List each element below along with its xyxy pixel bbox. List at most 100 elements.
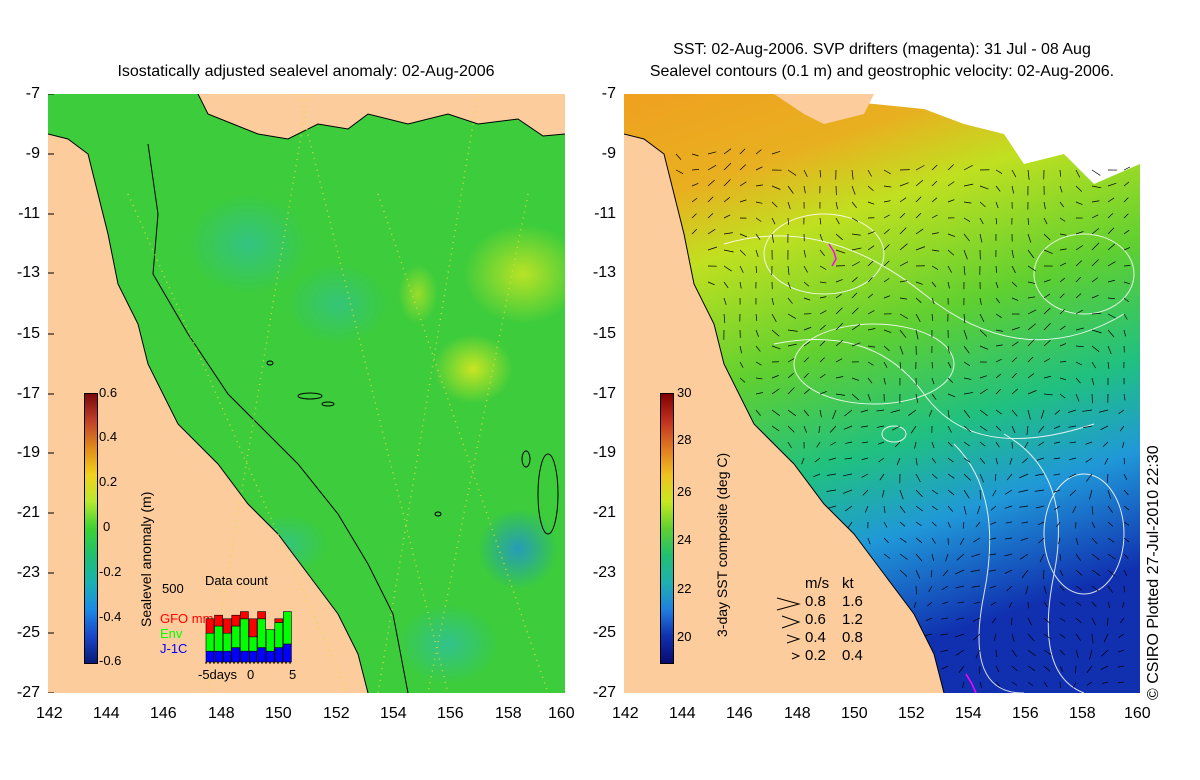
velocity-arrow	[819, 296, 827, 299]
velocity-arrow	[1027, 249, 1035, 259]
velocity-arrow	[992, 489, 997, 497]
velocity-arrow	[925, 617, 933, 622]
velocity-arrow	[1072, 505, 1077, 514]
data-count-bar-env	[265, 629, 275, 652]
velocity-arrow	[1022, 457, 1029, 464]
velocity-arrow	[818, 425, 821, 434]
velocity-arrow	[1059, 309, 1065, 315]
velocity-arrow	[899, 261, 909, 267]
velocity-arrow	[851, 377, 859, 381]
velocity-arrow	[819, 373, 826, 379]
velocity-arrow	[995, 425, 1002, 431]
velocity-arrow	[1107, 297, 1115, 300]
velocity-arrow	[1107, 521, 1114, 527]
velocity-arrow	[1043, 249, 1053, 254]
velocity-arrow	[707, 151, 717, 155]
velocity-arrow	[755, 409, 761, 416]
lat-tick: -15	[16, 325, 40, 342]
velocity-arrow	[1091, 633, 1094, 644]
velocity-arrow	[1098, 409, 1109, 413]
velocity-arrow	[963, 164, 973, 171]
velocity-arrow	[867, 377, 873, 384]
velocity-arrow	[927, 601, 933, 607]
velocity-arrow	[861, 441, 869, 444]
svp-drifters	[828, 243, 977, 693]
data-count-title: Data count	[205, 573, 268, 588]
velocity-arrow	[883, 537, 889, 544]
velocity-arrow	[989, 537, 997, 540]
velocity-arrow	[819, 340, 826, 347]
velocity-arrow	[910, 425, 917, 434]
velocity-arrow	[1117, 665, 1125, 668]
velocity-arrow	[1053, 441, 1061, 444]
velocity-arrow	[844, 409, 853, 417]
velocity-arrow	[973, 633, 981, 641]
velocity-arrow	[1091, 227, 1100, 235]
velocity-arrow	[1054, 505, 1061, 510]
velocity-arrow	[867, 231, 875, 235]
velocity-arrow	[867, 201, 875, 205]
geostrophic-velocity-field	[675, 148, 1131, 689]
velocity-arrow	[1107, 553, 1116, 560]
velocity-arrow	[1027, 373, 1035, 379]
velocity-arrow	[707, 228, 716, 235]
velocity-arrow	[1011, 297, 1019, 301]
data-count-bar-j1c	[257, 647, 266, 663]
velocity-arrow	[1027, 309, 1037, 315]
velocity-arrow	[1086, 665, 1093, 674]
velocity-arrow	[771, 313, 777, 322]
data-count-bar-env	[283, 611, 292, 645]
colorbar-tick: -0.2	[99, 564, 122, 579]
velocity-arrow	[787, 265, 790, 276]
velocity-arrow	[1123, 281, 1131, 285]
velocity-arrow	[954, 569, 965, 575]
velocity-arrow	[1037, 521, 1045, 526]
velocity-arrow	[963, 473, 972, 481]
velocity-arrow	[947, 181, 955, 187]
velocity-arrow	[739, 199, 747, 203]
velocity-arrow	[995, 185, 1001, 192]
velocity-arrow	[723, 197, 731, 203]
velocity-arrow	[995, 344, 1003, 347]
velocity-arrow	[771, 409, 780, 416]
data-count-bar-gfo	[248, 618, 258, 638]
velocity-arrow	[947, 361, 952, 368]
velocity-arrow	[963, 505, 967, 515]
velocity-arrow	[819, 310, 827, 315]
velocity-arrow	[1069, 457, 1077, 461]
velocity-arrow	[1059, 393, 1066, 399]
velocity-arrow	[931, 265, 939, 270]
velocity-arrow	[883, 553, 891, 559]
velocity-arrow	[835, 339, 844, 347]
velocity-arrow	[1075, 393, 1080, 402]
velocity-arrow	[1118, 409, 1125, 414]
velocity-arrow	[803, 169, 808, 178]
velocity-arrow	[803, 326, 812, 331]
velocity-arrow	[1107, 279, 1115, 283]
velocity-arrow	[1043, 681, 1048, 688]
velocity-arrow	[995, 201, 999, 209]
lon-tick: 154	[955, 705, 982, 722]
velocity-arrow	[1042, 569, 1045, 580]
velocity-arrow	[963, 361, 971, 367]
velocity-arrow	[915, 179, 924, 187]
land-australia	[48, 134, 368, 693]
velocity-arrow	[931, 521, 937, 527]
velocity-arrow	[819, 217, 822, 225]
velocity-arrow	[954, 633, 965, 638]
velocity-arrow	[931, 489, 939, 495]
velocity-arrow	[991, 617, 997, 624]
velocity-arrow	[1123, 473, 1128, 480]
velocity-arrow	[990, 601, 997, 606]
velocity-arrow	[947, 345, 950, 354]
lat-tick: -23	[592, 564, 616, 581]
velocity-arrow	[1057, 537, 1061, 545]
velocity-arrow	[1059, 277, 1066, 283]
velocity-arrow	[1103, 633, 1109, 643]
velocity-arrow	[826, 489, 837, 492]
velocity-arrow	[955, 649, 965, 656]
velocity-arrow	[995, 457, 998, 465]
velocity-arrow	[803, 185, 806, 194]
velocity-arrow	[723, 232, 733, 235]
velocity-arrow	[1123, 521, 1130, 526]
